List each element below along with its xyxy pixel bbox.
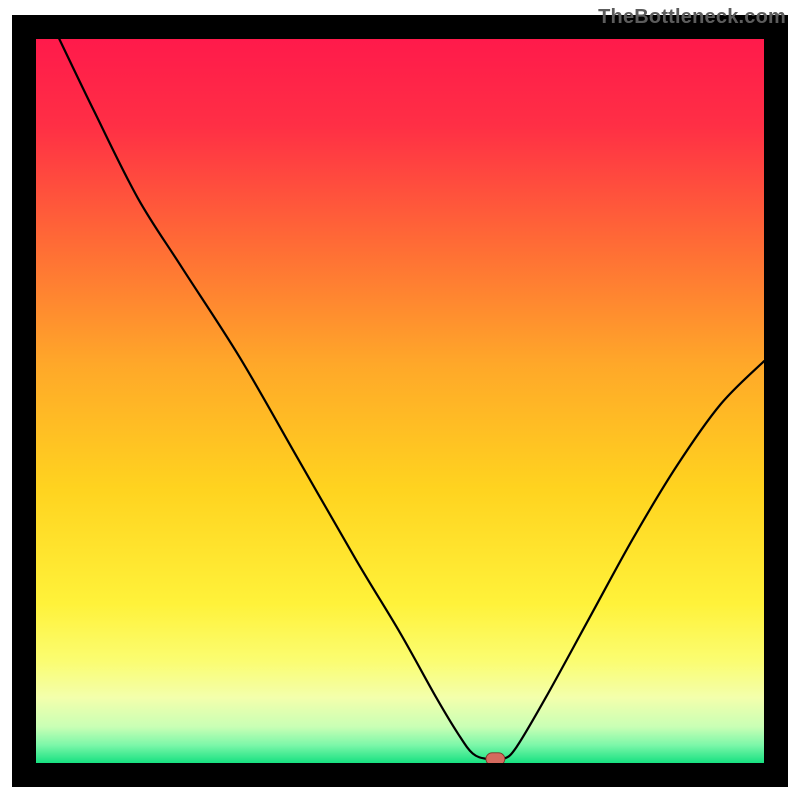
chart-container: TheBottleneck.com — [0, 0, 800, 800]
watermark-text: TheBottleneck.com — [598, 6, 786, 29]
bottleneck-curve-chart — [0, 0, 800, 800]
plot-background — [36, 39, 764, 763]
